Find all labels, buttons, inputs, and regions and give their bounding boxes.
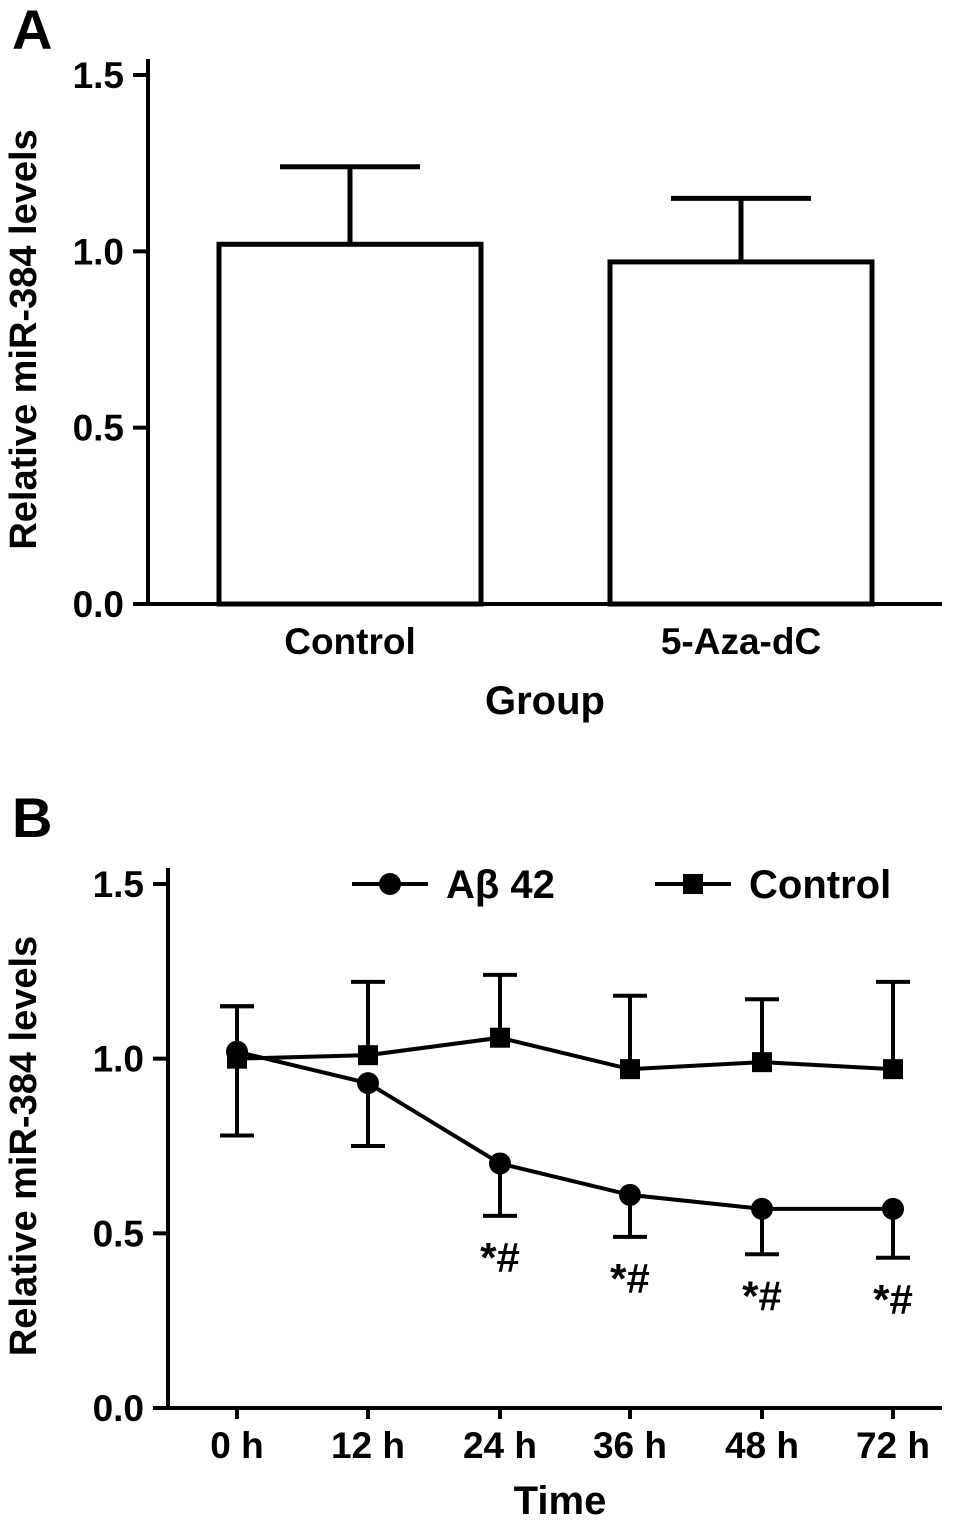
y-tick-label: 1.5 <box>73 55 124 96</box>
series-line-0 <box>236 1049 893 1211</box>
x-category-label: 72 h <box>856 1425 930 1466</box>
x-category-label: 12 h <box>331 1425 405 1466</box>
y-tick-label: 0.0 <box>73 584 124 625</box>
line-chart-panel-b: 0.0 0.5 1.0 1.5 Relative miR-384 levels 0 h 12… <box>3 863 942 1523</box>
series-line-1 <box>236 1035 894 1072</box>
marker-square <box>227 1048 247 1069</box>
significance-annotation: *# <box>480 1234 520 1281</box>
bar-chart-panel-a: 0.0 0.5 1.0 1.5 Relative miR-384 levels Contr… <box>3 55 942 723</box>
y-tick-label: 0.5 <box>93 1213 144 1254</box>
marker-square <box>490 1027 510 1048</box>
y-tick-label: 1.5 <box>93 864 144 905</box>
marker-circle <box>619 1183 641 1206</box>
x-category-label: 5-Aza-dC <box>661 621 821 662</box>
y-axis-title: Relative miR-384 levels <box>3 936 45 1356</box>
legend-marker-circle <box>379 873 401 895</box>
marker-circle <box>489 1152 511 1175</box>
y-tick-label: 0.5 <box>73 408 124 449</box>
panel-a-label: A <box>12 0 53 61</box>
y-tick-label: 1.0 <box>73 231 124 272</box>
x-category-label: 24 h <box>463 1425 537 1466</box>
marker-square <box>883 1059 903 1080</box>
bar-control <box>216 241 484 607</box>
legend-marker-square <box>683 874 703 894</box>
significance-annotation: *# <box>610 1255 650 1302</box>
x-category-label: 48 h <box>725 1425 799 1466</box>
x-axis-title: Time <box>514 1479 607 1523</box>
legend-label: Aβ 42 <box>446 863 555 907</box>
legend-label: Control <box>749 863 891 907</box>
marker-square <box>620 1059 640 1080</box>
marker-square <box>752 1052 772 1073</box>
significance-annotation: *# <box>873 1276 913 1323</box>
marker-circle <box>882 1197 904 1220</box>
x-category-label: 36 h <box>593 1425 667 1466</box>
marker-square <box>358 1045 378 1066</box>
y-tick-label: 0.0 <box>93 1388 144 1429</box>
x-category-label: 0 h <box>210 1425 263 1466</box>
marker-circle <box>357 1072 379 1095</box>
bar-5-aza-dc <box>607 259 875 607</box>
significance-annotation: *# <box>742 1272 782 1319</box>
x-axis-title: Group <box>485 679 605 723</box>
y-axis-title: Relative miR-384 levels <box>3 129 45 549</box>
marker-circle <box>751 1197 773 1220</box>
panel-b-label: B <box>12 786 53 849</box>
y-tick-label: 1.0 <box>93 1039 144 1080</box>
x-category-label: Control <box>284 621 416 662</box>
